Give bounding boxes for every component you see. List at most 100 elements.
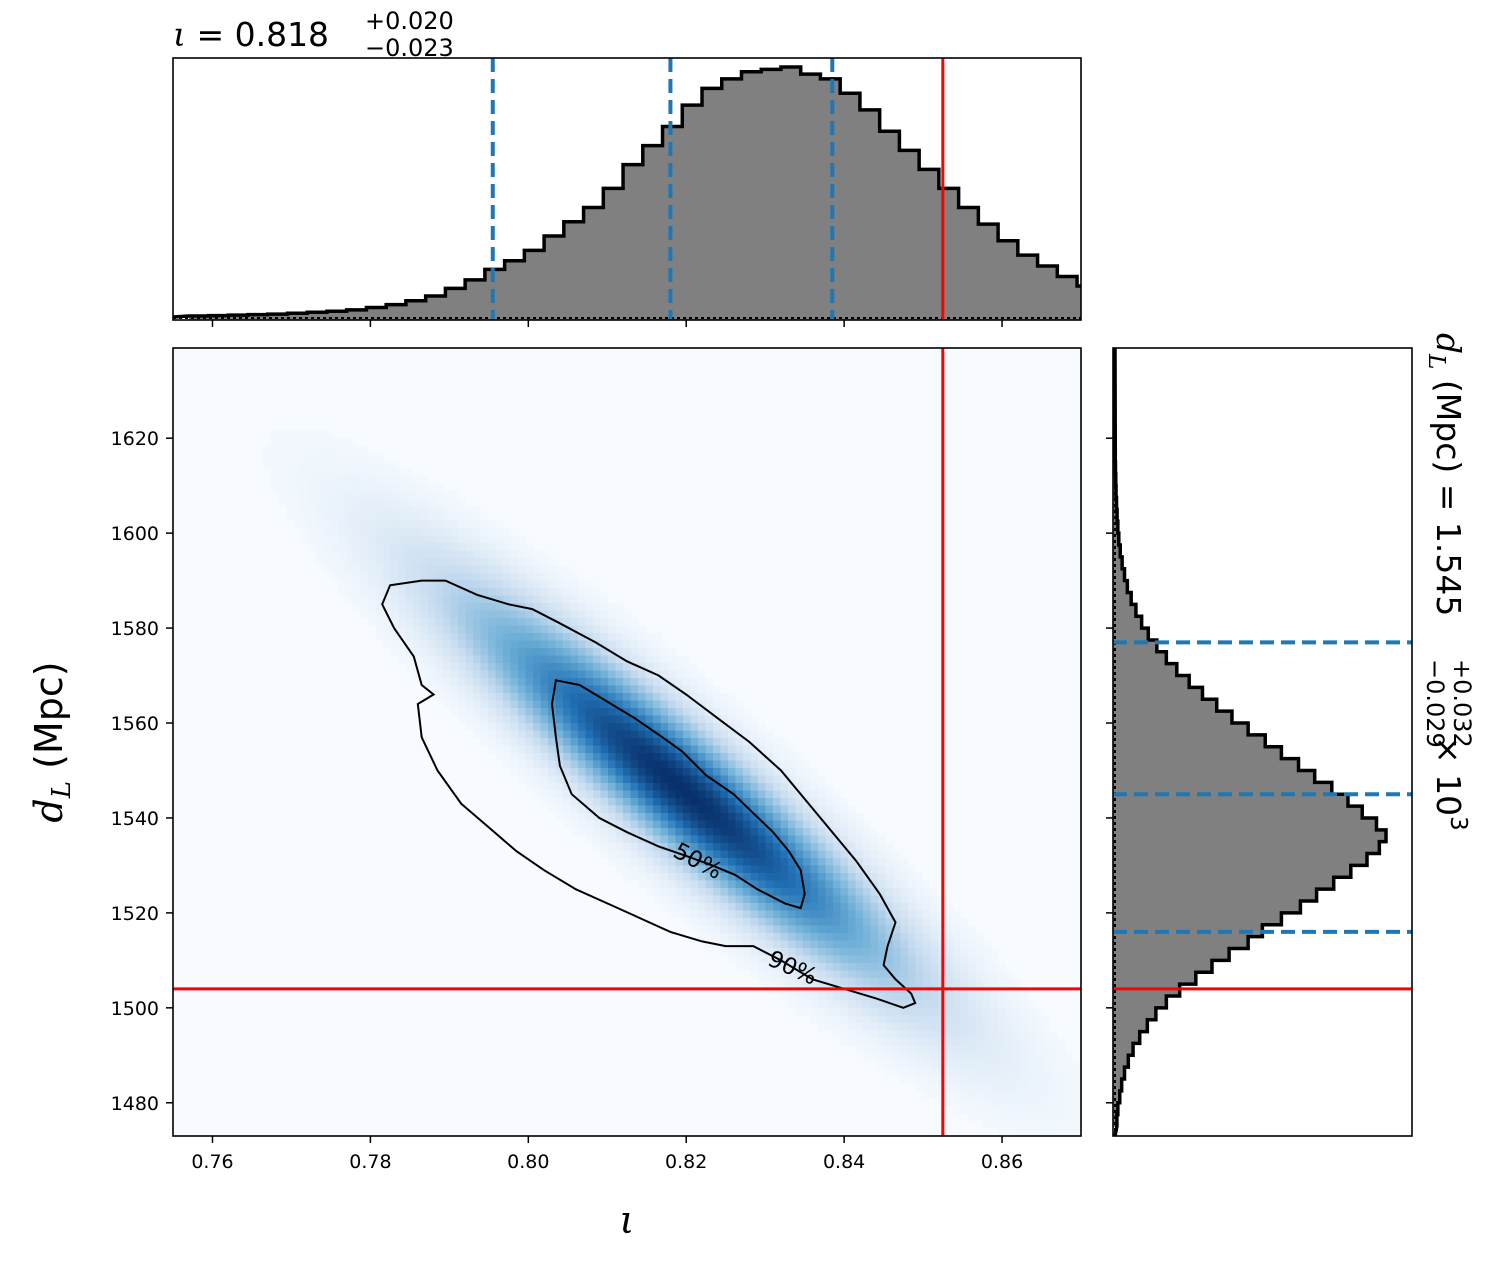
density-cell xyxy=(660,655,669,664)
density-cell xyxy=(915,925,924,934)
density-cell xyxy=(990,1090,999,1099)
density-cell xyxy=(705,678,714,686)
density-cell xyxy=(405,663,414,671)
density-cell xyxy=(488,723,496,731)
density-cell xyxy=(645,693,654,701)
density-cell xyxy=(660,723,669,731)
density-cell xyxy=(593,738,601,746)
density-cell xyxy=(840,813,849,821)
density-cell xyxy=(510,723,519,731)
density-cell xyxy=(1073,1105,1081,1114)
density-cell xyxy=(848,955,856,964)
density-cell xyxy=(473,513,481,521)
density-cell xyxy=(600,708,609,716)
iota-histogram-bin xyxy=(642,145,664,320)
density-cell xyxy=(773,820,781,829)
density-cell xyxy=(788,970,796,979)
density-cell xyxy=(480,715,489,724)
density-cell xyxy=(810,880,819,889)
density-cell xyxy=(623,633,631,641)
density-cell xyxy=(330,453,339,461)
density-cell xyxy=(675,888,684,896)
density-cell xyxy=(495,565,504,574)
density-cell xyxy=(585,588,594,596)
dl-histogram-bin xyxy=(1113,675,1190,688)
density-cell xyxy=(878,843,886,851)
density-cell xyxy=(990,978,999,986)
density-cell xyxy=(630,745,639,754)
density-cell xyxy=(915,1023,924,1031)
density-cell xyxy=(1028,1090,1036,1099)
density-cell xyxy=(630,790,639,799)
density-cell xyxy=(848,1008,856,1016)
density-cell xyxy=(533,550,541,559)
density-cell xyxy=(990,1000,999,1009)
density-cell xyxy=(420,595,429,604)
density-cell xyxy=(638,633,646,641)
density-cell xyxy=(375,550,384,559)
density-cell xyxy=(878,865,886,874)
density-cell xyxy=(405,535,414,544)
density-cell xyxy=(615,670,624,679)
density-cell xyxy=(398,603,406,611)
density-cell xyxy=(623,775,631,784)
density-cell xyxy=(923,1053,931,1061)
density-cell xyxy=(653,820,661,829)
density-cell xyxy=(1065,1068,1074,1076)
density-cell xyxy=(728,700,736,709)
density-cell xyxy=(930,1083,939,1091)
density-cell xyxy=(675,678,684,686)
density-cell xyxy=(930,1030,939,1039)
density-cell xyxy=(833,918,841,926)
density-cell xyxy=(1065,1060,1074,1069)
density-cell xyxy=(630,805,639,814)
density-cell xyxy=(420,528,429,536)
density-cell xyxy=(278,475,286,484)
density-cell xyxy=(653,895,661,904)
density-cell xyxy=(765,963,774,971)
density-cell xyxy=(368,603,376,611)
density-cell xyxy=(323,483,331,491)
density-cell xyxy=(795,955,804,964)
density-cell xyxy=(315,490,324,499)
density-cell xyxy=(360,573,369,581)
density-cell xyxy=(653,835,661,844)
density-cell xyxy=(533,640,541,649)
density-cell xyxy=(518,573,526,581)
density-cell xyxy=(473,723,481,731)
density-cell xyxy=(713,790,721,799)
iota-histogram-bin xyxy=(208,315,229,320)
density-cell xyxy=(600,798,609,806)
density-cell xyxy=(443,520,451,529)
density-cell xyxy=(315,483,324,491)
density-cell xyxy=(825,843,834,851)
dl-histogram-bin xyxy=(1113,806,1363,819)
density-cell xyxy=(555,790,564,799)
density-cell xyxy=(825,858,834,866)
density-cell xyxy=(720,805,729,814)
density-cell xyxy=(525,550,534,559)
density-cell xyxy=(720,753,729,761)
density-cell xyxy=(878,970,886,979)
density-cell xyxy=(390,490,399,499)
density-cell xyxy=(623,858,631,866)
density-cell xyxy=(930,963,939,971)
density-cell xyxy=(623,843,631,851)
density-cell xyxy=(698,670,706,679)
density-cell xyxy=(608,745,616,754)
density-cell xyxy=(893,1068,901,1076)
density-cell xyxy=(803,895,811,904)
density-cell xyxy=(690,738,699,746)
density-cell xyxy=(353,603,361,611)
density-cell xyxy=(375,475,384,484)
density-cell xyxy=(698,873,706,881)
density-cell xyxy=(915,1008,924,1016)
density-cell xyxy=(1065,1083,1074,1091)
density-cell xyxy=(735,805,744,814)
density-cell xyxy=(1043,1060,1051,1069)
density-cell xyxy=(608,670,616,679)
density-cell xyxy=(908,948,916,956)
density-cell xyxy=(1028,1068,1036,1076)
density-cell xyxy=(480,723,489,731)
density-cell xyxy=(375,483,384,491)
